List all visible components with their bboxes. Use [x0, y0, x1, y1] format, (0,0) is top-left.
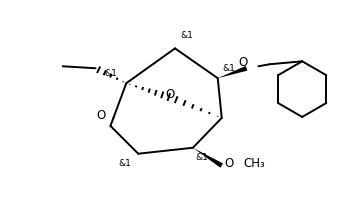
Text: O: O	[238, 56, 247, 69]
Text: O: O	[97, 110, 106, 122]
Text: &1: &1	[223, 64, 236, 73]
Text: &1: &1	[180, 32, 193, 40]
Text: &1: &1	[118, 159, 131, 168]
Polygon shape	[193, 148, 223, 168]
Text: CH₃: CH₃	[244, 157, 265, 170]
Text: &1: &1	[195, 153, 208, 162]
Text: O: O	[165, 88, 175, 101]
Polygon shape	[218, 66, 247, 78]
Text: &1: &1	[104, 69, 118, 78]
Text: O: O	[224, 157, 233, 170]
